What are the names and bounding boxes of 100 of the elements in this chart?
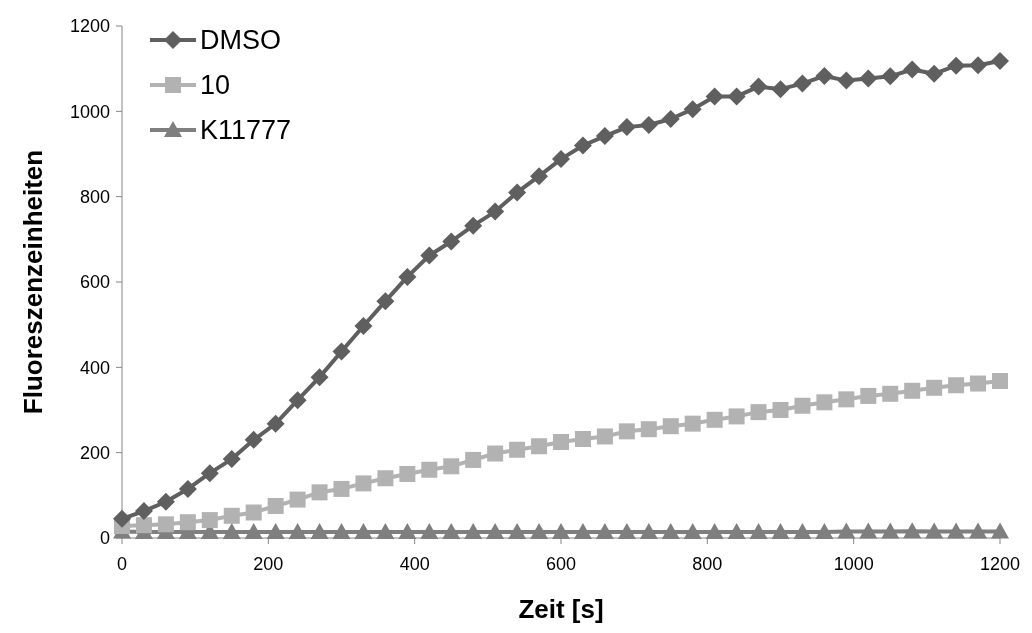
point xyxy=(728,408,745,425)
point xyxy=(443,458,460,475)
point xyxy=(991,522,1009,539)
point xyxy=(617,523,636,540)
point xyxy=(815,523,834,540)
point xyxy=(705,523,724,540)
point xyxy=(288,391,307,410)
point xyxy=(288,523,307,540)
point xyxy=(837,522,856,539)
point xyxy=(487,445,504,462)
point xyxy=(134,502,153,521)
point xyxy=(289,491,306,508)
point xyxy=(661,523,680,540)
point xyxy=(398,267,417,286)
point xyxy=(573,136,592,155)
point xyxy=(838,391,855,408)
point xyxy=(970,375,987,392)
x-tick-label: 200 xyxy=(253,554,284,574)
point xyxy=(553,434,569,450)
point xyxy=(465,451,482,468)
x-tick-label: 1200 xyxy=(979,554,1021,574)
x-axis-title: Zeit [s] xyxy=(518,594,604,624)
point xyxy=(639,115,658,134)
point xyxy=(486,523,505,540)
point xyxy=(223,507,240,524)
point xyxy=(398,523,417,540)
point xyxy=(925,522,944,539)
point xyxy=(573,523,592,540)
point xyxy=(354,523,373,540)
point xyxy=(442,523,461,540)
point xyxy=(749,523,768,540)
point xyxy=(596,428,613,445)
point xyxy=(179,514,196,531)
point xyxy=(244,523,263,540)
point xyxy=(640,421,657,438)
y-tick-label: 600 xyxy=(79,272,110,293)
point xyxy=(617,118,636,137)
point xyxy=(639,523,658,540)
point xyxy=(992,372,1008,389)
point xyxy=(815,66,834,85)
legend-label: 10 xyxy=(200,70,231,101)
legend-label: DMSO xyxy=(200,25,281,56)
point xyxy=(881,67,900,86)
point xyxy=(442,232,461,251)
point xyxy=(530,523,549,540)
point xyxy=(771,80,790,99)
point xyxy=(706,411,723,428)
point xyxy=(201,512,218,529)
y-tick-label: 400 xyxy=(79,357,110,378)
point xyxy=(618,423,635,440)
point xyxy=(771,523,790,540)
point xyxy=(969,522,988,539)
point xyxy=(683,523,702,540)
point xyxy=(749,77,768,96)
point xyxy=(508,183,527,202)
point xyxy=(991,51,1009,70)
point xyxy=(332,523,351,540)
point xyxy=(464,523,483,540)
point xyxy=(178,479,197,498)
point xyxy=(332,342,351,361)
point xyxy=(244,430,263,449)
point xyxy=(926,379,943,396)
point xyxy=(816,394,833,411)
point xyxy=(310,368,329,387)
point xyxy=(705,87,724,106)
point xyxy=(530,167,549,186)
point xyxy=(727,523,746,540)
y-tick-label: 800 xyxy=(79,186,110,207)
point xyxy=(793,523,812,540)
point xyxy=(552,150,570,169)
point xyxy=(595,127,614,146)
y-tick-label: 1200 xyxy=(69,16,110,37)
point xyxy=(860,387,877,404)
point xyxy=(311,484,328,501)
x-tick-label: 800 xyxy=(692,554,723,574)
point xyxy=(310,523,329,540)
point xyxy=(662,418,679,435)
point xyxy=(727,87,746,106)
point xyxy=(793,74,812,93)
point xyxy=(683,100,702,119)
point xyxy=(552,523,570,540)
point xyxy=(595,523,614,540)
point xyxy=(420,523,439,540)
point xyxy=(881,522,900,539)
point xyxy=(772,402,789,418)
point xyxy=(399,466,416,482)
x-tick-label: 0 xyxy=(116,554,128,574)
point xyxy=(882,385,899,402)
point xyxy=(156,492,175,511)
point xyxy=(200,464,219,483)
point xyxy=(904,382,921,399)
point xyxy=(684,415,701,432)
point xyxy=(661,110,680,129)
point xyxy=(508,523,527,540)
point xyxy=(464,216,483,235)
legend-label: K11777 xyxy=(200,115,292,146)
point xyxy=(750,404,767,421)
point xyxy=(486,202,505,221)
point xyxy=(377,470,394,487)
point xyxy=(947,56,966,75)
